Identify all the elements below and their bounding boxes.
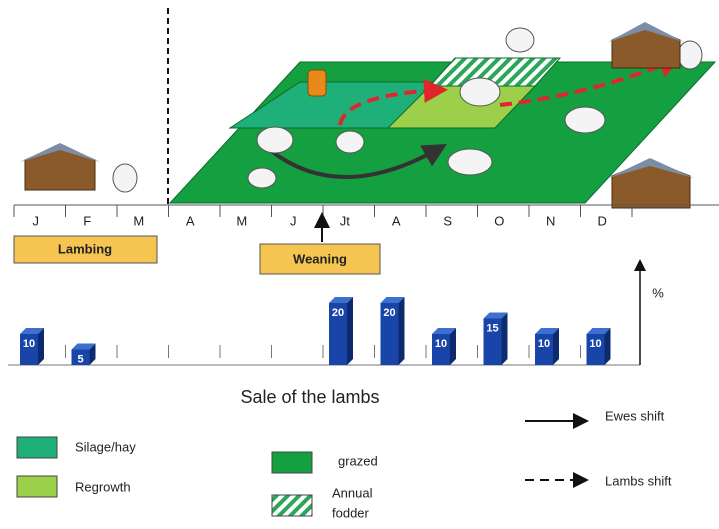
bar-value-label: 15 xyxy=(486,322,498,334)
legend-ewes: Ewes shift xyxy=(605,408,665,423)
timeline: J F M A M J Jt A S O N D xyxy=(14,205,719,228)
month-label: J xyxy=(33,213,40,228)
month-label: S xyxy=(443,213,452,228)
month-label: M xyxy=(236,213,247,228)
month-label: D xyxy=(598,213,607,228)
month-label: A xyxy=(186,213,195,228)
diagram: J F M A M J Jt A S O N D Lambing Weaning % Sale of … xyxy=(0,0,719,529)
legend: Silage/hay Regrowth grazed Annual fodder… xyxy=(17,408,672,520)
bar-side xyxy=(605,328,611,365)
month-label: N xyxy=(546,213,555,228)
month-label: M xyxy=(133,213,144,228)
month-label: J xyxy=(290,213,297,228)
bar-value-label: 10 xyxy=(538,338,550,350)
bar-value-label: 10 xyxy=(435,338,447,350)
month-label: O xyxy=(494,213,504,228)
sales-title: Sale of the lambs xyxy=(240,387,379,407)
legend-lambs: Lambs shift xyxy=(605,473,672,488)
month-label: Jt xyxy=(340,213,351,228)
bar-side xyxy=(450,328,456,365)
lambing-label: Lambing xyxy=(58,241,112,256)
legend-silage: Silage/hay xyxy=(75,439,136,454)
legend-grazed: grazed xyxy=(338,453,378,468)
legend-regrowth: Regrowth xyxy=(75,479,131,494)
phases: Lambing Weaning xyxy=(14,216,380,274)
unit-label: % xyxy=(652,285,664,300)
bar-value-label: 10 xyxy=(23,338,35,350)
bar-value-label: 10 xyxy=(589,338,601,350)
sales-chart: % Sale of the lambs 10 5 20 20 10 15 10 10 xyxy=(8,262,664,407)
bar-value-label: 5 xyxy=(77,353,83,365)
legend-annual: Annual xyxy=(332,485,373,500)
month-label: A xyxy=(392,213,401,228)
bar-side xyxy=(553,328,559,365)
bar-side xyxy=(502,313,508,366)
bar-value-label: 20 xyxy=(332,307,344,319)
bar-value-label: 20 xyxy=(383,307,395,319)
legend-annual: fodder xyxy=(332,505,370,520)
bar-side xyxy=(38,328,44,365)
month-label: F xyxy=(83,213,91,228)
weaning-label: Weaning xyxy=(293,251,347,266)
bar-side xyxy=(399,297,405,365)
bar-side xyxy=(347,297,353,365)
